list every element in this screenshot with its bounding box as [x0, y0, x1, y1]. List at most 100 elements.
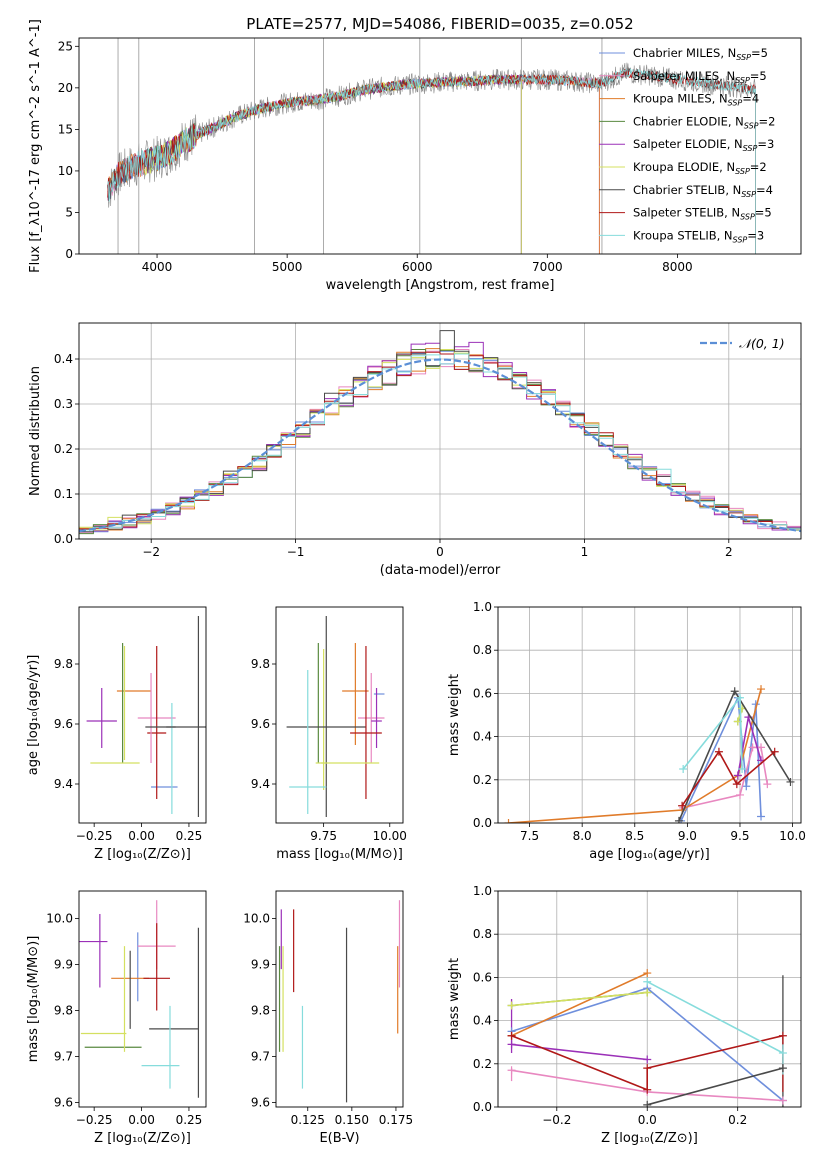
weight-marker — [643, 977, 652, 986]
x-tick-label: 0.150 — [335, 1113, 369, 1127]
x-tick-label: 6000 — [402, 260, 433, 274]
residuals-plot — [79, 330, 801, 539]
y-axis-label: Flux [f_λ10^-17 erg cm^-2 s^-1 A^-1] — [28, 19, 43, 273]
y-tick-label: 9.6 — [251, 1095, 270, 1109]
y-tick-label: 0.6 — [473, 970, 492, 984]
x-axis-label: E(B-V) — [319, 1131, 359, 1146]
x-tick-label: 0.25 — [176, 829, 203, 843]
y-tick-label: 0.4 — [473, 1014, 492, 1028]
legend-label: 𝒩(0, 1) — [739, 336, 785, 351]
y-tick-label: 9.8 — [251, 1003, 270, 1017]
y-tick-label: 0.3 — [54, 397, 73, 411]
y-tick-label: 10.0 — [243, 912, 270, 926]
y-axis-label: Normed distribution — [28, 366, 43, 496]
axes-age_vs_mass: 9.75 10.00 9.4 9.6 9.8 mass [log₁₀(M/M⊙)] — [251, 657, 407, 862]
legend-label: Salpeter STELIB, NSSP=5 — [633, 206, 772, 222]
weight-marker — [507, 1040, 516, 1049]
weight-marker — [733, 771, 742, 780]
legend-label: Chabrier STELIB, NSSP=4 — [633, 183, 773, 199]
y-tick-label: 0.2 — [473, 773, 492, 787]
y-tick-label: 9.9 — [251, 958, 270, 972]
weight-marker — [735, 693, 744, 702]
x-axis-label: mass [log₁₀(M/M⊙)] — [276, 847, 403, 862]
y-axis-label: age [log₁₀(age/yr)] — [26, 655, 41, 776]
weight-line — [681, 750, 776, 807]
weight-line — [511, 1043, 648, 1061]
weight-marker — [730, 687, 739, 696]
y-tick-label: 0.8 — [473, 927, 492, 941]
y-tick-label: 1.0 — [473, 600, 492, 614]
x-tick-label: 10.0 — [779, 829, 806, 843]
y-tick-label: 25 — [58, 39, 73, 53]
weight-marker — [678, 801, 687, 810]
weight-line — [508, 688, 762, 823]
weight-marker — [738, 765, 747, 773]
weight-marker — [778, 1064, 787, 1073]
x-tick-label: 0.00 — [128, 829, 155, 843]
frame-age_vs_mass — [275, 606, 404, 824]
x-axis-label: wavelength [Angstrom, rest frame] — [326, 278, 555, 293]
x-tick-label: 9.0 — [678, 829, 697, 843]
x-axis-label: Z [log₁₀(Z/Z⊙)] — [94, 1131, 191, 1146]
residuals-legend: 𝒩(0, 1) — [700, 336, 785, 351]
weight-marker — [732, 780, 741, 789]
frame-massweight_vs_age — [497, 606, 802, 824]
y-tick-label: 9.4 — [251, 777, 270, 791]
weight-marker — [763, 780, 772, 789]
legend-label: Kroupa STELIB, NSSP=3 — [633, 228, 764, 244]
y-tick-label: 9.8 — [54, 657, 73, 671]
legend-label: Chabrier ELODIE, NSSP=2 — [633, 114, 775, 130]
y-tick-label: 0.8 — [473, 643, 492, 657]
x-tick-label: −0.25 — [76, 1113, 113, 1127]
weight-marker — [757, 685, 766, 694]
frame-age_vs_Z — [78, 606, 207, 824]
weight-line — [511, 991, 648, 1007]
weight-marker — [643, 969, 652, 978]
x-tick-label: 7000 — [532, 260, 563, 274]
x-tick-label: 5000 — [272, 260, 303, 274]
y-tick-label: 0.4 — [54, 352, 73, 366]
axes-age_vs_Z: −0.25 0.00 0.25 9.4 9.6 9.8 Z [log₁₀(Z/Z⊙)] age… — [26, 655, 202, 862]
x-tick-label: 9.5 — [730, 829, 749, 843]
weight-marker — [643, 1055, 652, 1064]
weight-marker — [757, 812, 766, 821]
y-tick-label: 9.8 — [54, 1003, 73, 1017]
weight-marker — [742, 782, 751, 791]
y-tick-label: 0.2 — [54, 442, 73, 456]
x-tick-label: 7.5 — [520, 829, 539, 843]
frame-mass_vs_Z — [78, 890, 207, 1108]
massweight_vs_Z-plot — [507, 969, 787, 1107]
legend-label: Salpeter ELODIE, NSSP=3 — [633, 137, 774, 153]
model-spectrum-line — [107, 68, 756, 198]
weight-marker — [714, 747, 723, 756]
x-tick-label: 1 — [581, 545, 589, 559]
weight-marker — [507, 1066, 516, 1075]
massweight_vs_age-plot — [504, 685, 795, 823]
y-tick-label: 9.7 — [54, 1049, 73, 1063]
weight-marker — [757, 743, 766, 752]
mass_vs_EBV-plot — [278, 900, 401, 1103]
x-tick-label: 0.175 — [379, 1113, 413, 1127]
figure-title: PLATE=2577, MJD=54086, FIBERID=0035, z=0… — [246, 15, 633, 33]
x-tick-label: −0.25 — [76, 829, 113, 843]
weight-marker — [674, 816, 683, 823]
y-tick-label: 0.0 — [54, 532, 73, 546]
y-tick-label: 10 — [58, 164, 73, 178]
y-tick-label: 0.2 — [473, 1057, 492, 1071]
weight-marker — [643, 1100, 652, 1107]
age_vs_mass-plot — [286, 616, 385, 817]
data-spectrum-line — [107, 62, 756, 208]
legend-label: Kroupa MILES, NSSP=4 — [633, 92, 759, 108]
frame-spectrum — [78, 37, 802, 255]
x-tick-label: 0 — [436, 545, 444, 559]
weight-line — [646, 1067, 784, 1106]
spectrum-legend: Chabrier MILES, NSSP=5 Salpeter MILES, NS… — [599, 46, 775, 244]
weight-marker — [735, 790, 744, 799]
weight-line — [511, 1034, 784, 1091]
y-tick-label: 9.9 — [54, 958, 73, 972]
y-axis-label: mass weight — [447, 958, 462, 1040]
weight-marker — [748, 743, 757, 752]
weight-marker — [643, 1085, 652, 1094]
x-tick-label: −2 — [142, 545, 160, 559]
weight-marker — [778, 1031, 787, 1040]
